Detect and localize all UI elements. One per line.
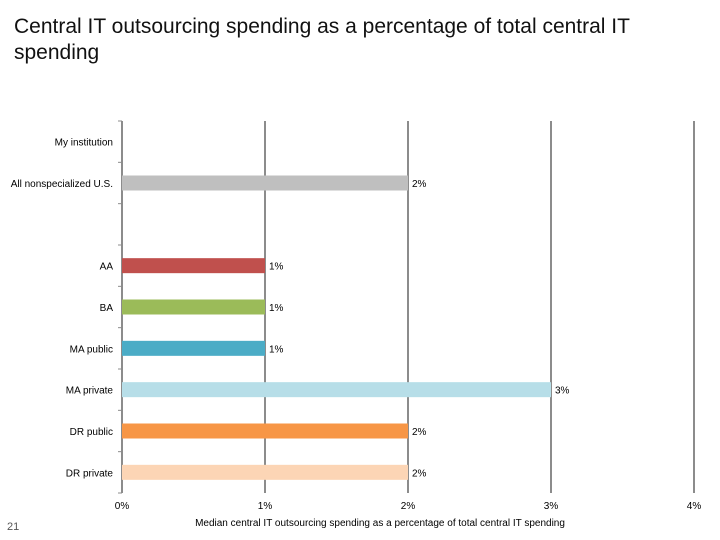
- chart-title: Central IT outsourcing spending as a per…: [14, 15, 630, 64]
- bar: [122, 382, 551, 398]
- data-label: 1%: [269, 344, 284, 355]
- x-tick-label: 1%: [258, 501, 273, 512]
- slide-number: 21: [7, 521, 20, 533]
- x-tick-label: 3%: [544, 501, 559, 512]
- x-tick-label: 0%: [115, 501, 130, 512]
- category-label: MA public: [70, 344, 113, 355]
- category-label: AA: [100, 262, 114, 273]
- data-label: 3%: [555, 386, 570, 397]
- bars: [122, 175, 551, 480]
- bar: [122, 258, 265, 274]
- data-label: 2%: [412, 468, 427, 479]
- x-tick-label: 4%: [687, 501, 702, 512]
- data-labels: 2% 1% 1% 1% 3% 2% 2%: [269, 179, 570, 479]
- bar: [122, 464, 408, 480]
- category-labels: My institution All nonspecialized U.S. AA B…: [11, 138, 114, 480]
- category-label: DR public: [70, 427, 113, 438]
- data-label: 2%: [412, 427, 427, 438]
- category-label: BA: [100, 303, 114, 314]
- bar: [122, 299, 265, 315]
- category-label: My institution: [55, 138, 113, 149]
- category-label: DR private: [66, 468, 114, 479]
- x-axis-title: Median central IT outsourcing spending a…: [195, 518, 565, 529]
- bar: [122, 340, 265, 356]
- category-label: All nonspecialized U.S.: [11, 179, 113, 190]
- x-tick-labels: 0% 1% 2% 3% 4%: [115, 501, 702, 512]
- data-label: 1%: [269, 262, 284, 273]
- x-tick-label: 2%: [401, 501, 416, 512]
- y-axis: [118, 120, 123, 494]
- data-label: 1%: [269, 303, 284, 314]
- data-label: 2%: [412, 179, 427, 190]
- bar: [122, 423, 408, 439]
- bar: [122, 175, 408, 191]
- category-label: MA private: [66, 386, 114, 397]
